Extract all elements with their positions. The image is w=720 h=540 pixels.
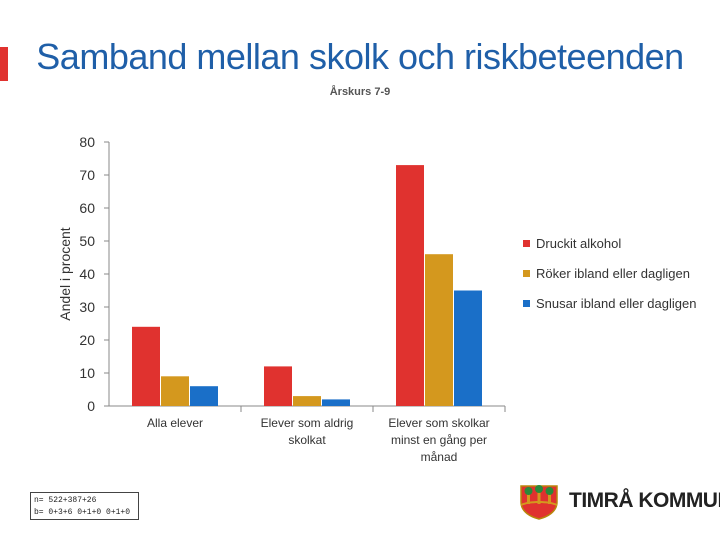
accent-bar xyxy=(0,47,8,81)
x-category-label: Elever som aldrig skolkat xyxy=(261,416,354,447)
logo-wordmark: TIMRÅ KOMMUN xyxy=(569,489,720,512)
legend-label: Druckit alkohol xyxy=(536,236,622,251)
bar-0-0 xyxy=(132,326,160,406)
y-axis-label: Andel i procent xyxy=(57,227,73,321)
legend-item: Snusar ibland eller dagligen xyxy=(523,296,703,312)
slide-subtitle: Årskurs 7-9 xyxy=(329,86,391,98)
y-tick-label: 70 xyxy=(79,167,95,183)
slide-title: Samband mellan skolk och riskbeteenden xyxy=(36,36,684,77)
bar-2-2 xyxy=(454,290,482,406)
chart-legend: Druckit alkohol Röker ibland eller daglig… xyxy=(523,236,703,326)
legend-item: Röker ibland eller dagligen xyxy=(523,266,703,282)
municipality-logo: TIMRÅ KOMMUN xyxy=(517,484,720,520)
bar-0-1 xyxy=(161,376,189,406)
bar-0-2 xyxy=(190,386,218,406)
sample-size-note: n= 522+387+26 b= 0+3+6 0+1+0 0+1+0 xyxy=(30,492,139,520)
x-category-label: Alla elever xyxy=(147,416,203,430)
x-category-label: Elever som skolkar minst en gång per månad xyxy=(388,416,489,464)
missing-answers-line: b= 0+3+6 0+1+0 0+1+0 xyxy=(34,508,131,517)
coat-of-arms-icon xyxy=(520,485,558,520)
bar-2-0 xyxy=(396,165,424,406)
legend-item: Druckit alkohol xyxy=(523,236,703,252)
bar-1-1 xyxy=(293,396,321,406)
bar-1-2 xyxy=(322,399,350,406)
legend-swatch xyxy=(523,300,530,307)
y-tick-label: 50 xyxy=(79,233,95,249)
y-tick-label: 20 xyxy=(79,332,95,348)
y-tick-label: 0 xyxy=(87,398,95,414)
legend-label: Röker ibland eller dagligen xyxy=(536,266,690,281)
legend-swatch xyxy=(523,270,530,277)
y-tick-label: 30 xyxy=(79,299,95,315)
y-tick-label: 10 xyxy=(79,365,95,381)
y-tick-label: 80 xyxy=(79,134,95,150)
legend-swatch xyxy=(523,240,530,247)
sample-size-line: n= 522+387+26 xyxy=(34,496,97,505)
y-tick-label: 40 xyxy=(79,266,95,282)
bar-2-1 xyxy=(425,254,453,406)
y-tick-label: 60 xyxy=(79,200,95,216)
bar-1-0 xyxy=(264,366,292,406)
legend-label: Snusar ibland eller dagligen xyxy=(536,296,697,311)
